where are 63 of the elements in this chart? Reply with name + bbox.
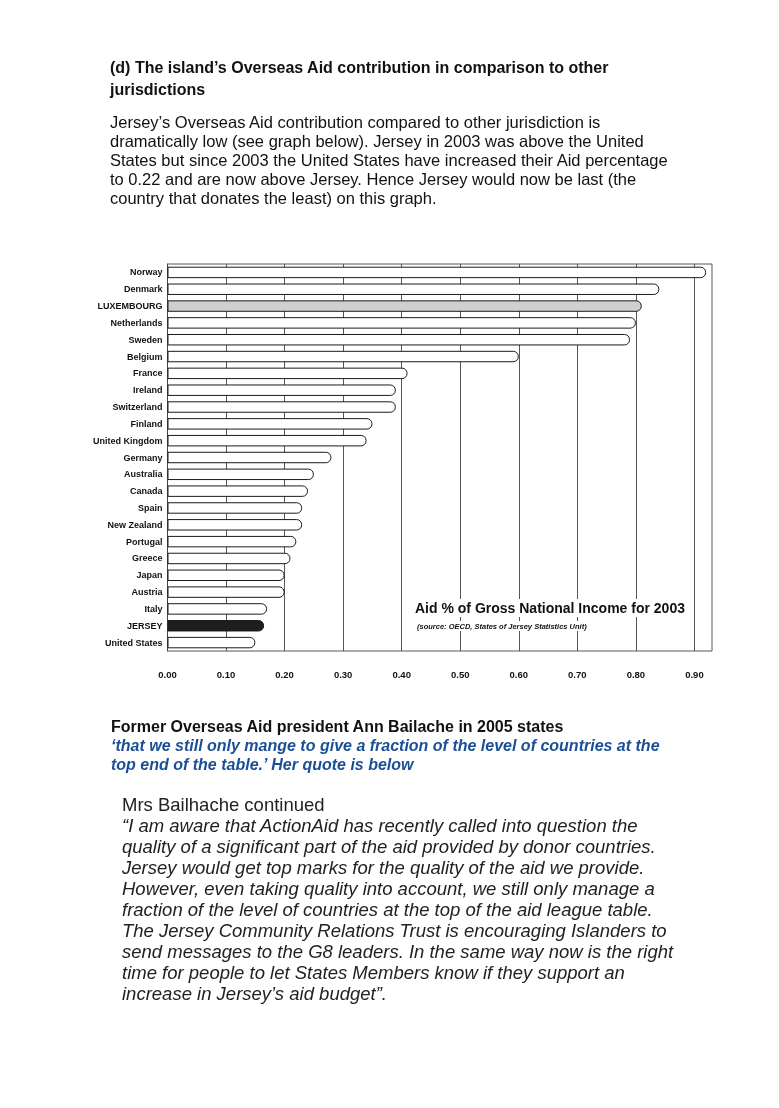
- x-tick-label: 0.80: [626, 668, 646, 680]
- bar: [167, 485, 309, 497]
- y-tick-label: Netherlands: [110, 317, 163, 328]
- x-tick-label: 0.50: [450, 668, 470, 680]
- y-tick-label: LUXEMBOURG: [97, 301, 163, 312]
- y-tick-label: Portugal: [125, 536, 163, 547]
- y-tick-label: Ireland: [132, 385, 163, 396]
- text: (d) The island’s Overseas Aid contribution in comparison to other jurisdictions: [110, 58, 610, 100]
- x-tick-label: 0.10: [216, 668, 236, 680]
- y-tick-label: Spain: [137, 502, 163, 513]
- y-tick-label: Australia: [123, 469, 164, 480]
- y-tick-label: Germany: [123, 452, 163, 463]
- y-tick-label: France: [132, 368, 163, 379]
- y-tick-label: Switzerland: [112, 402, 163, 413]
- text: Jersey’s Overseas Aid contribution compared to other jurisdiction is dramatically low (see graph below). Jersey in 2003 was above the United States but since 2003 the United States have increased their Aid percentage to 0.22 and are now above Jersey. Hence Jersey would now be last (the country that donates the least) on this graph.: [110, 113, 669, 208]
- x-tick-label: 0.90: [685, 668, 704, 680]
- bar: [167, 418, 373, 430]
- bar: [167, 535, 297, 548]
- bar: [167, 502, 303, 514]
- y-tick-label: New Zealand: [107, 519, 163, 530]
- y-tick-label: Finland: [130, 418, 163, 429]
- x-tick-label: 0.40: [392, 668, 411, 680]
- bar: [167, 350, 519, 363]
- y-tick-label: United States: [104, 637, 163, 648]
- y-tick-label: Austria: [131, 587, 164, 598]
- y-tick-label: JERSEY: [126, 620, 163, 631]
- y-tick-label: Canada: [129, 486, 164, 497]
- bar: [167, 620, 265, 632]
- y-tick-label: Belgium: [126, 351, 163, 362]
- x-tick-label: 0.20: [275, 668, 294, 680]
- text: “I am aware that ActionAid has recently called into question the quality of a significant part of the aid provided by donor countries. Jersey would get top marks for the quality of the aid we provide. However, even taking quality into account, we still only manage a fraction of the level of countries at the top of the aid league table. The Jersey Community Relations Trust is encouraging Islanders to send messages to the G8 leaders. In the same way now is the right time for people to let States Members know if they support an increase in Jersey’s aid budget”.: [122, 815, 674, 1004]
- x-tick-label: 0.00: [158, 668, 177, 680]
- bar: [167, 603, 268, 615]
- bar: [167, 401, 396, 413]
- bar: [167, 384, 396, 396]
- x-tick-label: 0.30: [333, 668, 353, 680]
- bar: [167, 367, 408, 380]
- text: Aid % of Gross National Income for 2003: [415, 600, 686, 616]
- text: ‘that we still only mange to give a fraction of the level of countries at the top end of the table.’ Her quote is below: [111, 736, 661, 774]
- y-tick-label: Sweden: [128, 334, 163, 345]
- bar: [167, 317, 636, 329]
- text: Former Overseas Aid president Ann Bailache in 2005 states: [111, 717, 565, 736]
- x-tick-label: 0.70: [568, 668, 587, 680]
- bar: [167, 266, 707, 279]
- text: Mrs Bailhache continued: [122, 794, 326, 815]
- bar: [167, 451, 332, 464]
- bar: [167, 468, 314, 481]
- bar: [167, 300, 642, 312]
- y-tick-label: Italy: [144, 603, 163, 614]
- bar: [167, 283, 660, 295]
- bar: [167, 334, 631, 346]
- x-tick-label: 0.60: [509, 668, 529, 680]
- bar: [167, 569, 285, 581]
- bar: [167, 519, 303, 531]
- bar: [167, 586, 285, 598]
- bar: [167, 636, 256, 649]
- y-tick-label: Denmark: [123, 284, 164, 295]
- y-tick-label: Greece: [131, 553, 163, 564]
- y-tick-label: United Kingdom: [92, 435, 163, 446]
- bar: [167, 552, 291, 565]
- bar: [167, 434, 367, 447]
- y-tick-label: Japan: [136, 570, 163, 581]
- y-tick-label: Norway: [129, 267, 163, 278]
